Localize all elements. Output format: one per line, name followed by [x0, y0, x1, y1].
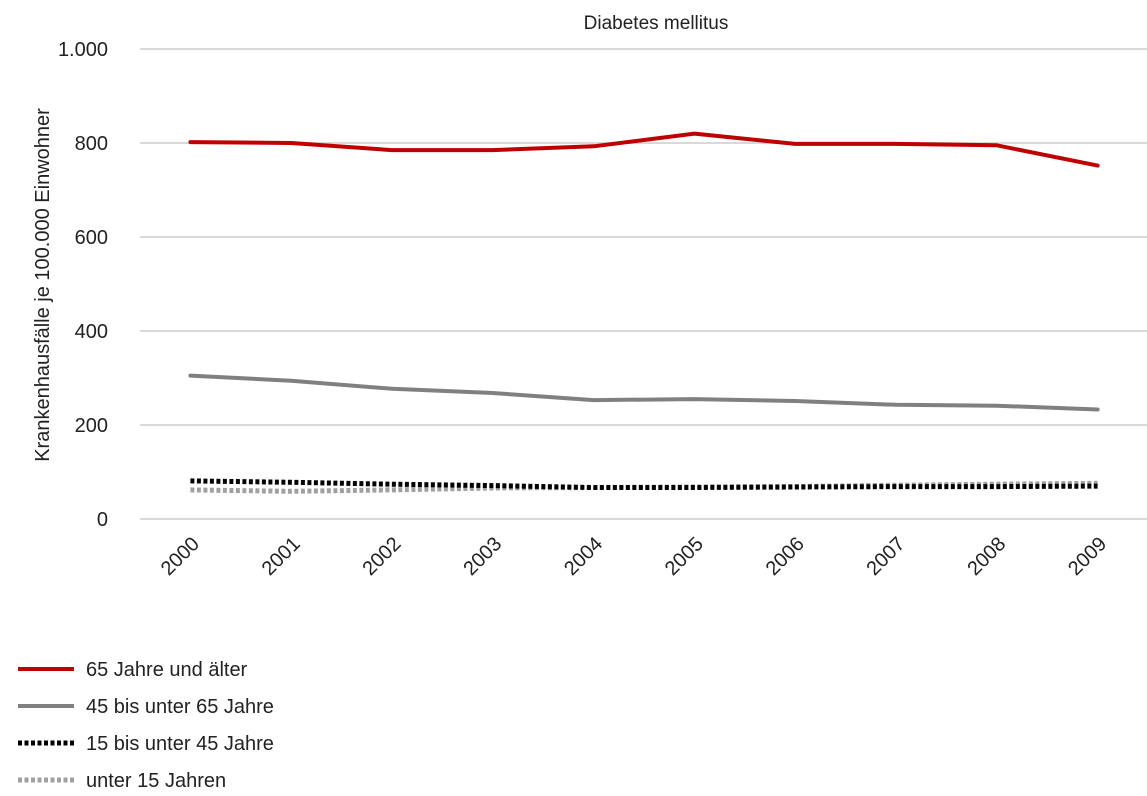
chart-title: Diabetes mellitus	[584, 13, 729, 34]
series-line-1	[188, 131, 1100, 168]
legend-label: 65 Jahre und älter	[86, 659, 248, 681]
x-tick-label: 2008	[963, 533, 1010, 580]
y-tick-label: 400	[75, 321, 108, 343]
x-tick-label: 2001	[258, 533, 305, 580]
y-axis: 0 200 400 600 800 1.000	[58, 39, 108, 531]
series-line-3	[190, 478, 1098, 490]
x-tick-label: 2005	[661, 533, 708, 580]
x-tick-label: 2007	[863, 533, 910, 580]
y-tick-label: 1.000	[58, 39, 108, 61]
x-tick-label: 2004	[560, 533, 607, 580]
gridlines	[140, 48, 1147, 520]
y-tick-label: 0	[97, 509, 108, 531]
legend: 65 Jahre und älter 45 bis unter 65 Jahre 1…	[18, 659, 274, 792]
y-tick-label: 800	[75, 133, 108, 155]
x-tick-label: 2000	[157, 533, 204, 580]
series-line-4	[190, 480, 1098, 494]
x-tick-label: 2002	[359, 533, 406, 580]
y-axis-title: Krankenhausfälle je 100.000 Einwohner	[32, 108, 54, 462]
x-tick-label: 2006	[762, 533, 809, 580]
series-lines	[188, 131, 1100, 494]
y-tick-label: 600	[75, 227, 108, 249]
x-tick-label: 2009	[1064, 533, 1111, 580]
series-line-2	[188, 373, 1100, 412]
legend-label: 45 bis unter 65 Jahre	[86, 696, 274, 718]
legend-label: unter 15 Jahren	[86, 770, 226, 791]
legend-label: 15 bis unter 45 Jahre	[86, 733, 274, 755]
x-axis: 2000 2001 2002 2003 2004 2005 2006 2007 2008 2009	[157, 533, 1111, 580]
y-tick-label: 200	[75, 415, 108, 437]
x-tick-label: 2003	[459, 533, 506, 580]
